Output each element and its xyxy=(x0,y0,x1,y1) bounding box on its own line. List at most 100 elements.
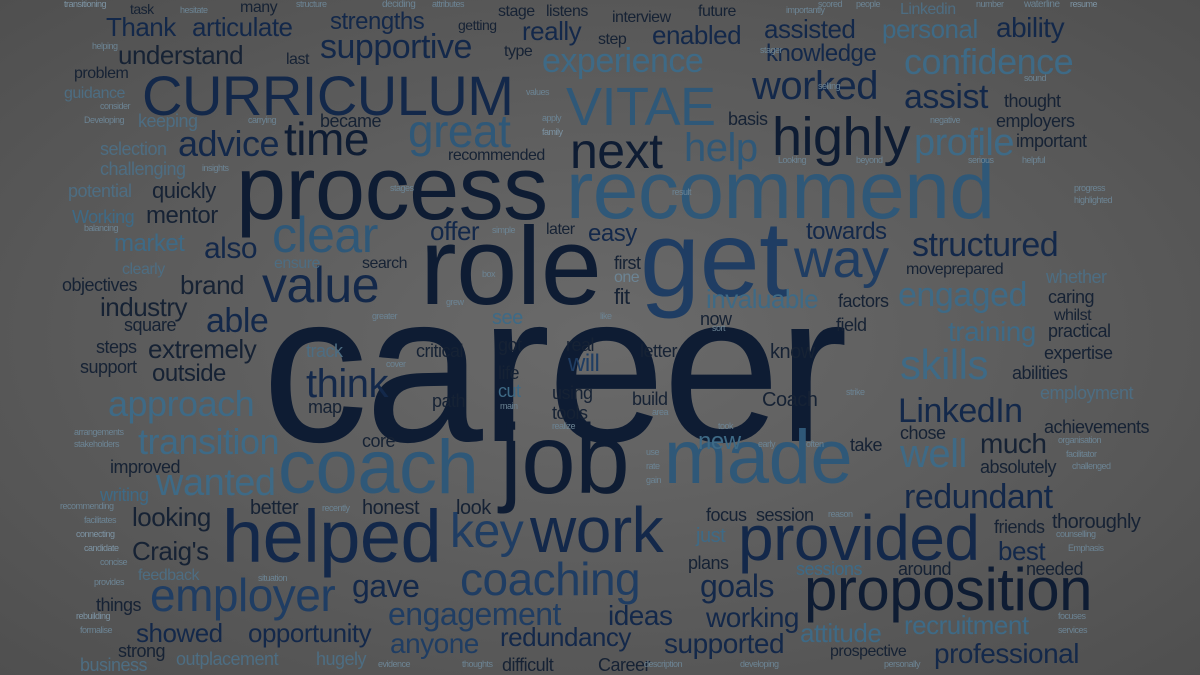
word-recommended: recommended xyxy=(448,147,545,164)
word-task: task xyxy=(130,1,154,17)
word-services: services xyxy=(1058,625,1088,635)
word-rate: rate xyxy=(646,461,660,471)
word-role: role xyxy=(420,205,602,328)
word-coaching: coaching xyxy=(460,553,641,605)
word-stakeholders: stakeholders xyxy=(74,439,120,449)
word-showed: showed xyxy=(136,618,223,648)
word-fit: fit xyxy=(614,284,630,309)
word-values: values xyxy=(526,87,550,97)
word-candidate: candidate xyxy=(84,543,119,553)
word-apply: apply xyxy=(542,113,562,123)
word-profile: profile xyxy=(914,122,1015,164)
word-practical: practical xyxy=(1048,321,1111,341)
word-made: made xyxy=(664,415,853,500)
word-curriculum: CURRICULUM xyxy=(142,64,514,127)
word-thought: thought xyxy=(1004,91,1061,111)
word-knowledge: knowledge xyxy=(766,40,877,67)
word-get: get xyxy=(640,198,789,319)
word-work: work xyxy=(530,494,664,566)
word-offer: offer xyxy=(430,216,480,246)
word-deciding: deciding xyxy=(382,0,416,10)
word-realize: realize xyxy=(552,421,576,431)
word-well: well xyxy=(900,432,967,476)
word-map: map xyxy=(308,397,342,417)
word-engaged: engaged xyxy=(898,276,1027,314)
word-helping: helping xyxy=(92,41,118,51)
word-concise: concise xyxy=(100,557,128,567)
word-like: like xyxy=(600,311,612,321)
word-core: core xyxy=(362,431,396,451)
word-developing: developing xyxy=(740,659,779,669)
word-factors: factors xyxy=(838,291,889,311)
word-transition: transition xyxy=(138,421,280,462)
word-goals: goals xyxy=(700,568,775,604)
word-opportunity: opportunity xyxy=(248,618,372,648)
word-strike: strike xyxy=(846,387,865,397)
word-ensure: ensure xyxy=(274,255,320,272)
word-recommend: recommend xyxy=(566,145,995,236)
word-evidence: evidence xyxy=(378,659,411,669)
word-focuses: focuses xyxy=(1058,611,1086,621)
word-vitae: VITAE xyxy=(566,77,716,137)
word-cover: cover xyxy=(386,359,406,369)
word-future: future xyxy=(698,3,736,20)
word-able: able xyxy=(206,302,269,340)
word-beyond: beyond xyxy=(856,155,883,165)
word-just: just xyxy=(696,525,726,547)
word-best: best xyxy=(998,536,1046,566)
word-critical: critical xyxy=(416,341,464,361)
word-much: much xyxy=(980,428,1047,459)
word-linkedin-lc: Linkedin xyxy=(900,1,956,18)
word-gain: gain xyxy=(646,475,662,485)
word-main: main xyxy=(500,401,518,411)
word-confidence: confidence xyxy=(904,41,1074,82)
word-highlighted: highlighted xyxy=(1074,195,1113,205)
word-developing-cap: Developing xyxy=(84,115,125,125)
word-process: process xyxy=(236,139,548,239)
word-clear: clear xyxy=(272,207,378,263)
word-thoroughly: thoroughly xyxy=(1052,511,1141,533)
word-emphasis: Emphasis xyxy=(1068,543,1104,553)
word-build: build xyxy=(632,389,668,409)
word-serious: serious xyxy=(968,155,994,165)
word-great: great xyxy=(408,105,511,157)
word-now: now xyxy=(700,309,732,329)
word-take: take xyxy=(850,435,883,455)
word-friends: friends xyxy=(994,517,1045,537)
word-situation: situation xyxy=(258,573,288,583)
word-recruitment: recruitment xyxy=(904,610,1029,640)
word-tools: tools xyxy=(552,403,588,423)
word-result: result xyxy=(672,187,692,197)
word-counselling: counselling xyxy=(1056,529,1096,539)
word-search: search xyxy=(362,255,408,272)
word-focus: focus xyxy=(706,505,747,525)
word-assist: assist xyxy=(904,78,988,116)
word-reason: reason xyxy=(828,509,853,519)
word-using: using xyxy=(552,383,593,403)
word-career-cap: Career xyxy=(598,655,651,675)
word-transitioning: transitioning xyxy=(64,0,107,9)
word-highly: highly xyxy=(772,107,911,167)
word-understand: understand xyxy=(118,40,244,70)
word-engagement: engagement xyxy=(388,596,561,632)
word-first: first xyxy=(614,253,641,273)
word-scored: scored xyxy=(818,0,843,9)
word-think: think xyxy=(306,362,389,406)
word-market: market xyxy=(114,230,185,257)
word-square: square xyxy=(124,315,177,335)
word-professional: professional xyxy=(934,638,1079,669)
word-better: better xyxy=(250,497,299,519)
word-important: important xyxy=(1016,131,1087,151)
word-prospective: prospective xyxy=(830,643,907,660)
word-needed: needed xyxy=(1026,559,1084,579)
word-proposition: proposition xyxy=(804,556,1093,623)
word-formalise: formalise xyxy=(80,625,113,635)
word-ability: ability xyxy=(996,12,1065,43)
word-family: family xyxy=(542,127,563,137)
word-arrangements: arrangements xyxy=(74,427,124,437)
word-employer: employer xyxy=(150,569,336,621)
word-importantly: importantly xyxy=(786,5,825,15)
word-type: type xyxy=(504,43,533,60)
word-keeping: keeping xyxy=(138,111,198,131)
word-guidance: guidance xyxy=(64,85,125,102)
